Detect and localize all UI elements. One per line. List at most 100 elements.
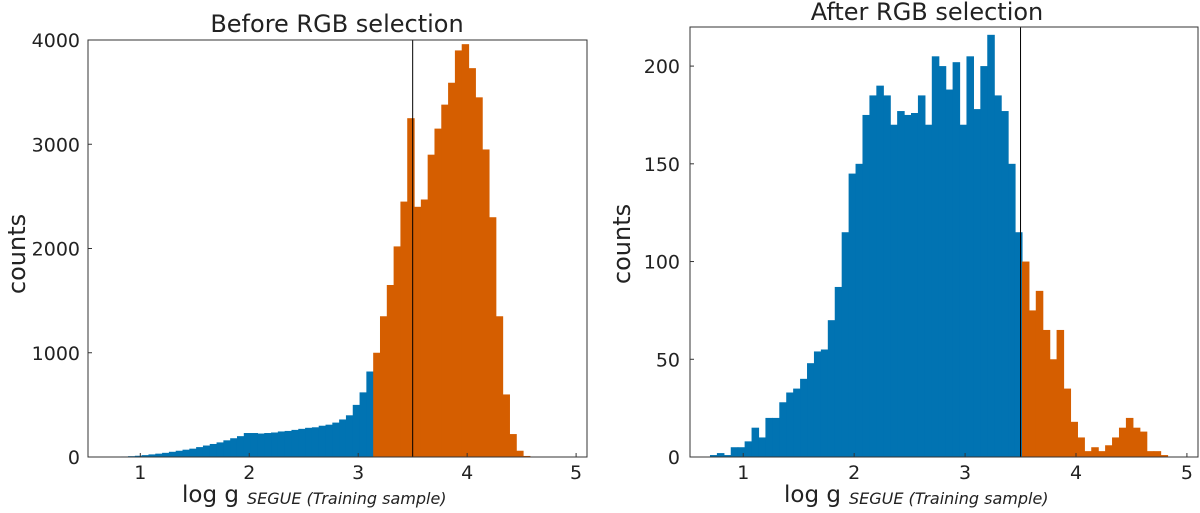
right-bar-orange [1118, 427, 1127, 457]
left-bar-blue [366, 371, 374, 457]
right-bar-blue [959, 124, 968, 457]
left-ticks: 0 1000 2000 3000 4000 1 2 3 4 5 [32, 30, 583, 484]
right-x-tick-label: 2 [848, 462, 860, 484]
right-bar-orange [1035, 290, 1044, 457]
left-bar-blue [202, 445, 211, 457]
right-bar-blue [800, 378, 808, 457]
left-bar-orange [522, 455, 531, 457]
left-bar-blue [182, 449, 190, 457]
left-bar-blue [291, 429, 299, 457]
right-bar-orange [1084, 451, 1092, 457]
right-bar-blue [924, 124, 933, 457]
left-chart-title: Before RGB selection [210, 10, 463, 38]
left-y-tick-label: 4000 [32, 30, 80, 52]
right-y-tick-label: 200 [644, 56, 680, 78]
left-y-tick-label: 3000 [32, 134, 80, 156]
right-bar-orange [1153, 451, 1162, 457]
right-bars [709, 34, 1169, 458]
left-bar-orange [488, 217, 497, 457]
right-bar-blue [917, 95, 926, 457]
left-y-tick-label: 0 [68, 447, 80, 469]
left-bar-orange [386, 284, 395, 457]
right-bar-blue [904, 114, 912, 457]
right-bar-blue [1008, 163, 1016, 457]
left-bar-orange [516, 450, 524, 457]
left-bar-orange [475, 97, 483, 457]
left-bar-orange [482, 149, 490, 457]
left-y-tick-label: 1000 [32, 343, 80, 365]
left-bar-orange [495, 316, 504, 457]
left-bar-blue [271, 432, 279, 457]
right-bar-blue [730, 447, 739, 457]
right-bar-blue [737, 447, 746, 457]
right-bar-orange [1056, 329, 1065, 457]
right-bar-blue [945, 89, 954, 458]
left-bar-blue [134, 455, 143, 457]
right-ticks: 0 50 100 150 200 1 2 3 4 5 [644, 27, 1193, 484]
left-bar-orange [427, 154, 436, 457]
right-chart-title: After RGB selection [811, 0, 1044, 26]
right-bar-blue [709, 455, 718, 457]
left-bar-orange [502, 394, 510, 457]
left-x-tick-label: 5 [570, 462, 582, 484]
left-bar-blue [230, 438, 238, 457]
left-bar-blue [332, 422, 340, 457]
right-y-tick-label: 150 [644, 154, 680, 176]
left-bar-orange [448, 82, 456, 458]
left-x-tick-label: 4 [461, 462, 473, 484]
left-bar-blue [175, 450, 184, 457]
left-bar-blue [298, 428, 306, 457]
right-bar-blue [855, 163, 864, 457]
right-bar-blue [820, 349, 829, 457]
right-x-axis-label: log g SEGUE (Training sample) [784, 482, 1049, 508]
left-bar-blue [209, 443, 218, 457]
right-bar-orange [1105, 445, 1113, 457]
right-bar-blue [834, 286, 843, 457]
left-bar-blue [236, 436, 245, 457]
right-x-axis-label-main: log g [784, 482, 841, 508]
left-bar-blue [311, 427, 320, 457]
left-bar-blue [325, 424, 333, 457]
right-bar-blue [758, 437, 767, 457]
left-bar-blue [257, 433, 265, 457]
right-bar-blue [751, 427, 760, 457]
right-bar-blue [987, 34, 995, 457]
left-bar-orange [461, 44, 470, 458]
left-x-tick-label: 2 [243, 462, 255, 484]
left-x-axis-label-main: log g [182, 482, 239, 508]
right-bar-blue [827, 320, 836, 457]
left-bar-blue [162, 452, 170, 457]
right-bar-blue [869, 95, 877, 457]
right-bar-blue [1001, 111, 1009, 458]
right-y-axis-label: counts [608, 204, 636, 284]
right-x-tick-label: 3 [959, 462, 971, 484]
right-bar-blue [952, 62, 961, 458]
right-bar-orange [1070, 421, 1078, 457]
left-bar-blue [223, 440, 231, 457]
right-bar-blue [841, 232, 850, 457]
right-bar-orange [1125, 417, 1134, 457]
right-bar-blue [813, 351, 822, 457]
left-bar-orange [434, 128, 442, 458]
right-bar-orange [1132, 427, 1141, 457]
right-plot-frame [689, 26, 1199, 458]
left-bar-orange [373, 352, 381, 457]
left-bar-orange [400, 201, 408, 457]
left-bar-blue [216, 442, 224, 457]
right-bar-blue [911, 113, 919, 457]
right-bar-blue [786, 392, 794, 457]
right-bar-blue [966, 56, 974, 457]
right-bar-blue [897, 111, 905, 458]
right-bar-blue [848, 173, 857, 457]
right-bar-blue [890, 124, 898, 457]
left-bar-blue [284, 430, 293, 457]
left-bar-blue [243, 433, 252, 457]
right-bar-orange [1077, 437, 1085, 457]
right-y-tick-label: 100 [644, 252, 680, 274]
left-y-axis-label: counts [3, 214, 31, 294]
right-x-tick-label: 5 [1181, 462, 1193, 484]
right-y-tick-label: 50 [656, 349, 680, 371]
right-panel: After RGB selection counts log g SEGUE (T… [608, 0, 1199, 508]
left-bar-orange [441, 104, 449, 457]
